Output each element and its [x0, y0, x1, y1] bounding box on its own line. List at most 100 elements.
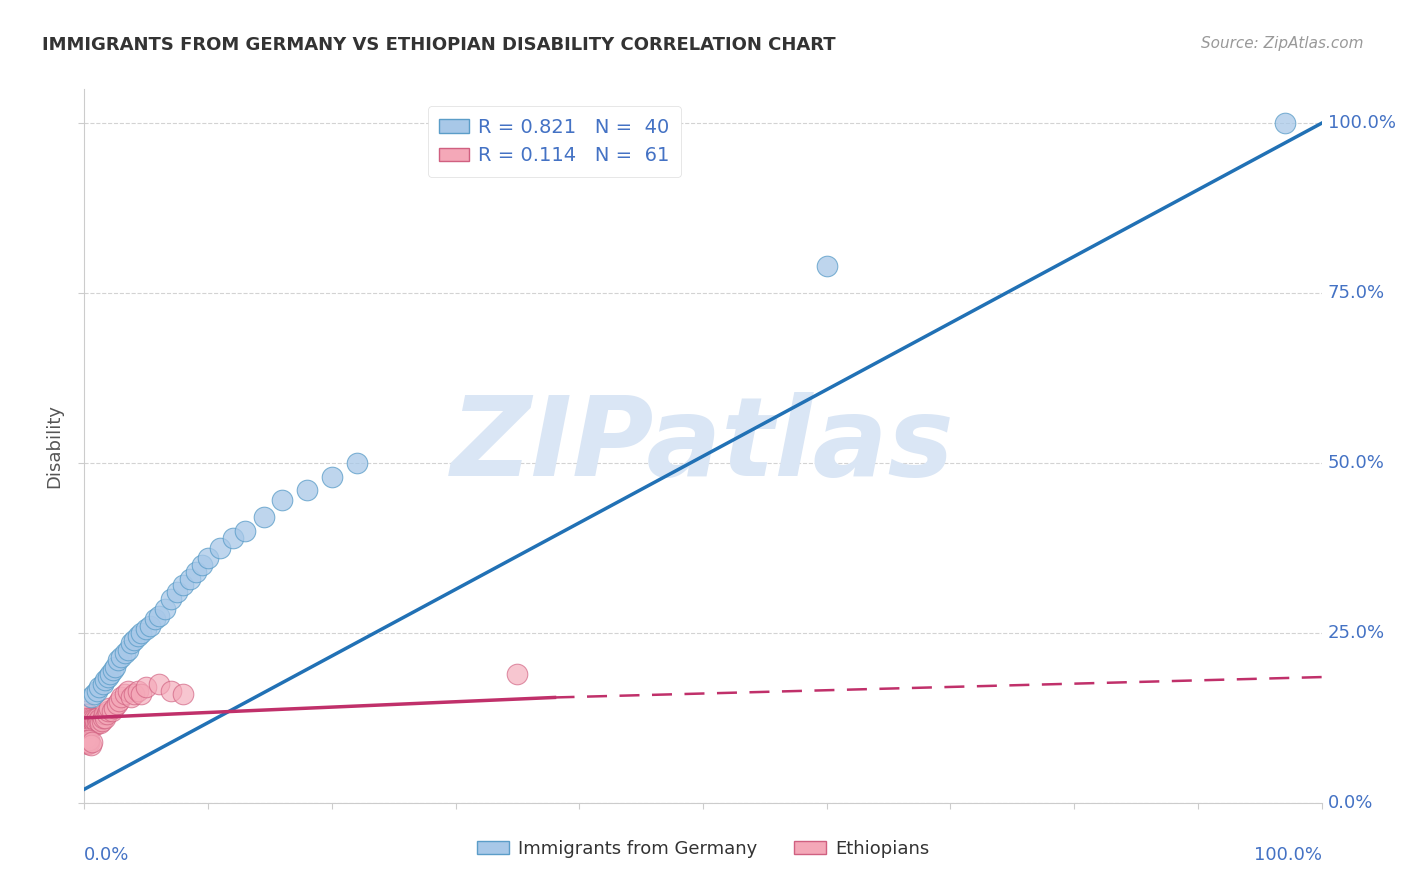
- Point: [79, 736, 101, 750]
- Point: [84, 714, 107, 729]
- Point: [506, 666, 529, 681]
- Point: [76, 714, 98, 729]
- Point: [98, 666, 121, 681]
- Point: [148, 677, 170, 691]
- Point: [117, 643, 139, 657]
- Point: [89, 712, 111, 726]
- Point: [79, 690, 101, 705]
- Point: [100, 704, 122, 718]
- Point: [83, 687, 105, 701]
- Point: [75, 734, 97, 748]
- Point: [97, 704, 120, 718]
- Point: [346, 456, 368, 470]
- Point: [120, 636, 142, 650]
- Point: [79, 717, 101, 731]
- Point: [114, 687, 136, 701]
- Point: [77, 717, 100, 731]
- Point: [79, 721, 101, 735]
- Point: [209, 541, 232, 555]
- Point: [80, 712, 103, 726]
- Point: [184, 565, 207, 579]
- Point: [93, 707, 115, 722]
- Point: [114, 646, 136, 660]
- Point: [107, 653, 129, 667]
- Point: [80, 715, 103, 730]
- Text: 50.0%: 50.0%: [1327, 454, 1385, 472]
- Point: [77, 711, 100, 725]
- Point: [96, 707, 118, 722]
- Point: [98, 700, 121, 714]
- Point: [172, 687, 194, 701]
- Point: [122, 687, 145, 701]
- Text: 0.0%: 0.0%: [84, 846, 129, 863]
- Point: [77, 734, 100, 748]
- Text: IMMIGRANTS FROM GERMANY VS ETHIOPIAN DISABILITY CORRELATION CHART: IMMIGRANTS FROM GERMANY VS ETHIOPIAN DIS…: [42, 36, 835, 54]
- Point: [253, 510, 276, 524]
- Point: [75, 711, 97, 725]
- Point: [79, 733, 101, 747]
- Point: [129, 626, 152, 640]
- Y-axis label: Disability: Disability: [45, 404, 63, 488]
- Point: [179, 572, 201, 586]
- Point: [127, 683, 149, 698]
- Point: [84, 717, 107, 731]
- Point: [135, 623, 157, 637]
- Point: [76, 733, 98, 747]
- Point: [89, 680, 111, 694]
- Text: Source: ZipAtlas.com: Source: ZipAtlas.com: [1201, 36, 1364, 51]
- Point: [143, 612, 166, 626]
- Point: [76, 707, 98, 722]
- Point: [90, 714, 112, 729]
- Point: [83, 712, 105, 726]
- Point: [77, 714, 100, 729]
- Point: [101, 663, 124, 677]
- Point: [87, 714, 110, 729]
- Point: [97, 670, 120, 684]
- Point: [76, 736, 98, 750]
- Point: [160, 591, 183, 606]
- Point: [172, 578, 194, 592]
- Point: [82, 714, 104, 729]
- Point: [94, 673, 117, 688]
- Point: [77, 737, 100, 751]
- Point: [135, 680, 157, 694]
- Point: [110, 649, 132, 664]
- Point: [94, 711, 117, 725]
- Point: [105, 698, 128, 712]
- Point: [148, 608, 170, 623]
- Point: [75, 704, 97, 718]
- Point: [76, 711, 98, 725]
- Point: [108, 694, 131, 708]
- Point: [222, 531, 245, 545]
- Text: 100.0%: 100.0%: [1327, 114, 1396, 132]
- Point: [122, 632, 145, 647]
- Point: [86, 711, 108, 725]
- Point: [91, 677, 114, 691]
- Point: [153, 602, 176, 616]
- Point: [129, 687, 152, 701]
- Text: 75.0%: 75.0%: [1327, 284, 1385, 302]
- Point: [79, 738, 101, 752]
- Point: [86, 715, 108, 730]
- Point: [79, 714, 101, 729]
- Point: [191, 558, 214, 572]
- Point: [104, 660, 127, 674]
- Point: [271, 493, 294, 508]
- Point: [86, 683, 108, 698]
- Point: [79, 717, 101, 731]
- Text: 25.0%: 25.0%: [1327, 624, 1385, 642]
- Point: [79, 714, 101, 729]
- Point: [233, 524, 256, 538]
- Text: 100.0%: 100.0%: [1254, 846, 1322, 863]
- Point: [110, 690, 132, 705]
- Point: [321, 469, 343, 483]
- Point: [79, 711, 101, 725]
- Legend: Immigrants from Germany, Ethiopians: Immigrants from Germany, Ethiopians: [470, 833, 936, 865]
- Point: [103, 700, 125, 714]
- Point: [82, 717, 104, 731]
- Point: [80, 734, 103, 748]
- Point: [117, 683, 139, 698]
- Point: [139, 619, 162, 633]
- Point: [89, 715, 111, 730]
- Point: [75, 707, 97, 722]
